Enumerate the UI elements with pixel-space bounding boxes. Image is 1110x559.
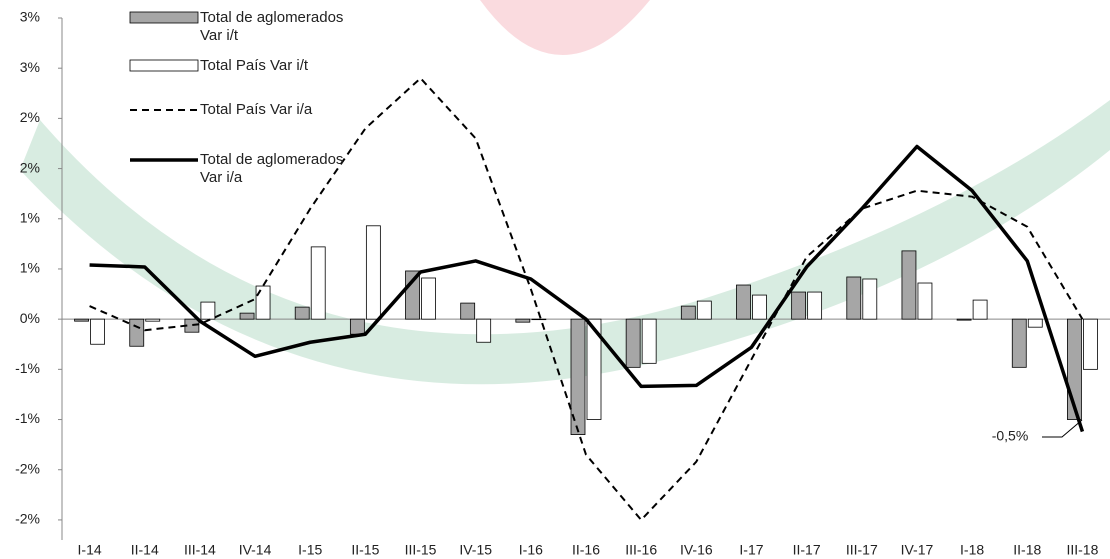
x-tick-label: IV-17	[901, 542, 934, 558]
x-tick-label: I-18	[960, 542, 984, 558]
y-tick-label: 1%	[20, 209, 40, 225]
x-tick-label: I-15	[298, 542, 322, 558]
x-tick-label: III-16	[625, 542, 657, 558]
bar	[846, 276, 862, 320]
bar	[255, 285, 271, 320]
bar	[515, 318, 531, 323]
x-tick-label: III-14	[184, 542, 216, 558]
bar	[641, 318, 657, 364]
x-tick-label: I-17	[739, 542, 763, 558]
x-tick-label: II-15	[351, 542, 379, 558]
bar	[460, 302, 476, 320]
bar	[917, 282, 933, 320]
x-tick-label: IV-15	[459, 542, 492, 558]
bar	[972, 299, 988, 320]
bar	[476, 318, 492, 343]
bar	[405, 270, 420, 320]
bar	[680, 305, 696, 320]
bar	[145, 318, 161, 322]
bar	[294, 306, 310, 320]
x-tick-label: III-17	[846, 542, 878, 558]
legend-entry: Total de aglomerados Var i/t	[200, 9, 344, 44]
x-tick-label: III-18	[1066, 542, 1098, 558]
x-tick-label: II-16	[572, 542, 600, 558]
bar	[736, 284, 751, 320]
bar	[74, 318, 89, 322]
bar	[200, 301, 216, 320]
bar	[807, 291, 823, 320]
x-tick-label: I-14	[78, 542, 102, 558]
legend-entry: Total País Var i/a	[200, 101, 313, 118]
bar	[862, 278, 878, 320]
bar	[129, 318, 145, 347]
bar	[1011, 318, 1027, 368]
line	[89, 77, 1084, 521]
y-tick-label: -2%	[15, 511, 40, 527]
bar	[349, 318, 365, 335]
y-tick-label: -1%	[15, 360, 40, 376]
bar	[752, 294, 767, 320]
bar	[310, 246, 326, 320]
bar	[625, 318, 641, 368]
bar	[586, 318, 602, 420]
legend-label: Total País Var i/t	[200, 57, 309, 74]
legend-label: Total País Var i/a	[200, 101, 313, 118]
bar	[1083, 318, 1098, 370]
x-tick-label: IV-16	[680, 542, 713, 558]
bar	[956, 318, 972, 321]
bar	[421, 277, 436, 320]
watermark	[20, 0, 1110, 385]
y-tick-label: 2%	[20, 159, 40, 175]
legend-label: Total de aglomerados Var i/t	[200, 9, 344, 44]
y-tick-label: -1%	[15, 410, 40, 426]
legend-entry: Total de aglomerados Var i/a	[200, 151, 344, 186]
annotation: -0,5%	[992, 428, 1029, 444]
bar	[90, 318, 105, 345]
bar	[239, 312, 255, 320]
x-tick-label: II-14	[131, 542, 159, 558]
bar	[531, 318, 547, 321]
bar	[696, 300, 712, 320]
y-tick-label: 3%	[20, 9, 40, 25]
legend-entry: Total País Var i/t	[200, 57, 309, 74]
y-tick-label: 2%	[20, 109, 40, 125]
x-tick-label: IV-14	[239, 542, 272, 558]
y-tick-label: -2%	[15, 460, 40, 476]
bar	[901, 250, 917, 320]
bar	[1027, 318, 1043, 328]
bar	[365, 225, 381, 320]
x-tick-label: II-18	[1013, 542, 1041, 558]
y-tick-label: 0%	[20, 310, 40, 326]
legend-swatch	[129, 59, 199, 72]
legend-swatch	[129, 11, 199, 24]
y-tick-label: 1%	[20, 260, 40, 276]
bar	[570, 318, 586, 435]
line	[89, 144, 1085, 433]
y-tick-label: 3%	[20, 59, 40, 75]
x-tick-label: I-16	[519, 542, 543, 558]
x-tick-label: II-17	[793, 542, 821, 558]
annotation-leader	[1042, 419, 1083, 438]
legend-label: Total de aglomerados Var i/a	[200, 151, 344, 186]
bar	[791, 291, 807, 320]
x-tick-label: III-15	[405, 542, 437, 558]
